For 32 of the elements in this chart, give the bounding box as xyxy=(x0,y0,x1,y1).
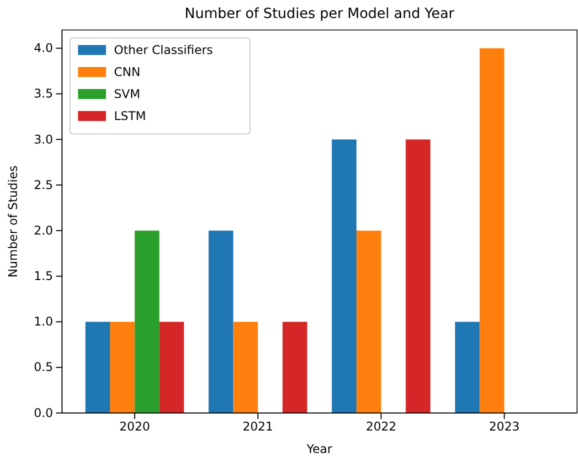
y-tick-label: 2.0 xyxy=(34,223,53,238)
bar xyxy=(110,322,135,413)
legend-label: CNN xyxy=(114,65,140,79)
legend-label: SVM xyxy=(114,87,140,101)
bar xyxy=(406,139,430,413)
y-tick-label: 1.0 xyxy=(34,314,53,329)
y-tick-label: 3.0 xyxy=(34,132,53,146)
bar xyxy=(480,48,504,413)
y-tick-label: 1.5 xyxy=(34,269,53,284)
x-tick-label: 2020 xyxy=(119,420,150,434)
bar xyxy=(208,230,234,413)
x-tick-label: 2022 xyxy=(366,420,396,434)
bar xyxy=(134,230,160,413)
x-axis-title: Year xyxy=(306,442,332,456)
bar xyxy=(356,230,382,413)
y-axis-title: Number of Studies xyxy=(6,166,20,278)
y-tick-label: 3.5 xyxy=(34,86,53,101)
bar xyxy=(332,139,356,413)
legend-label: LSTM xyxy=(114,109,146,123)
chart-title: Number of Studies per Model and Year xyxy=(184,6,455,22)
y-tick-label: 4.0 xyxy=(34,41,53,56)
y-tick-label: 0.5 xyxy=(34,360,53,374)
bar xyxy=(282,322,308,413)
bar xyxy=(159,322,184,413)
bar xyxy=(233,322,258,413)
bar xyxy=(85,322,110,413)
y-tick-label: 0.0 xyxy=(34,406,53,420)
x-tick-label: 2021 xyxy=(242,420,274,434)
bar xyxy=(455,322,480,413)
y-tick-label: 2.5 xyxy=(34,178,53,192)
x-tick-label: 2023 xyxy=(489,420,520,434)
legend-label: Other Classifiers xyxy=(114,43,213,57)
